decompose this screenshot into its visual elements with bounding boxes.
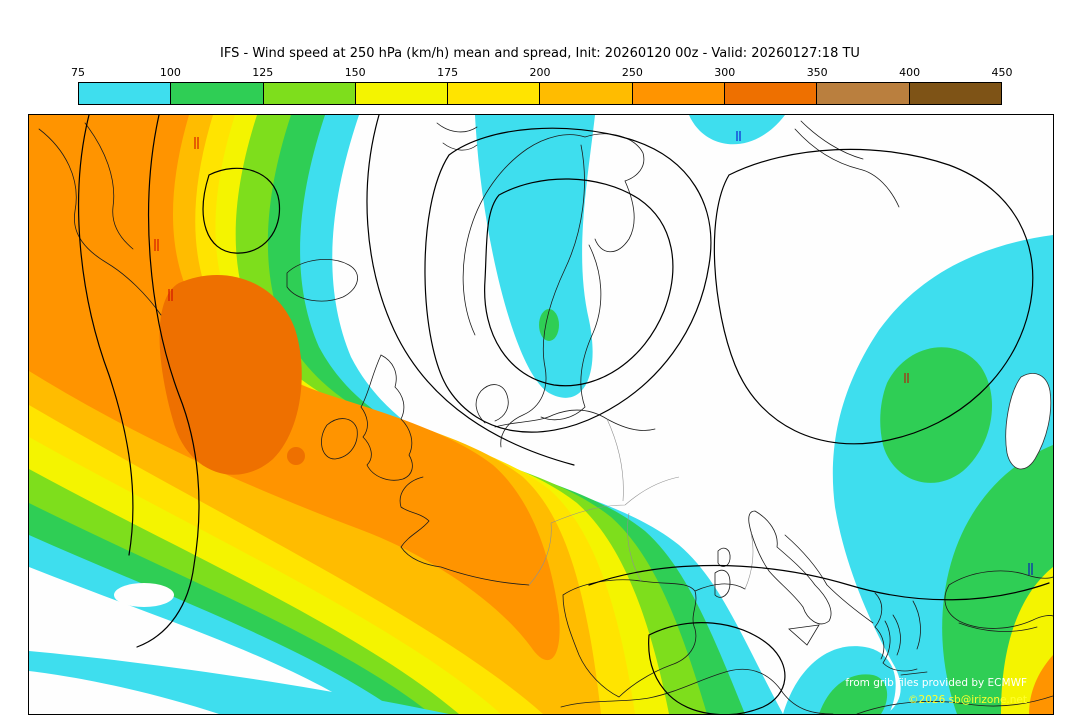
norway-coast [462,133,645,336]
spread-contour [366,115,575,466]
sicily-coast [788,624,820,646]
colorbar-tick-label: 250 [621,66,643,79]
north-fill-layer [475,115,785,398]
colorbar-tick-label: 125 [252,66,274,79]
spread-contour [77,115,134,556]
colorbar-tick-label: 450 [991,66,1013,79]
spread-contour [713,148,1034,445]
spread-contour-lines [77,115,1050,714]
wind-core-spot [287,447,305,465]
france-atlantic-coast [399,476,530,586]
svalbard-coast [436,122,478,151]
black-sea-coast [944,570,1053,629]
colorbar-cell [816,83,909,104]
wind-band-300-350-core [159,274,302,475]
baltic-south-coast [494,409,656,431]
spread-contour [648,622,786,714]
corner-wind-streak [29,651,449,714]
colorbar-cell [631,83,725,104]
colorbar-cell [539,83,632,104]
colorbar-tick-label: 400 [899,66,921,79]
corner-band-orange [1029,655,1053,714]
colorbar-cell [908,83,1001,104]
credit-ecmwf: from grib files provided by ECMWF [845,677,1027,690]
sweden-coast [500,144,585,448]
colorbar-tick-label: 350 [806,66,828,79]
caspian-sea [1005,373,1052,470]
scandinavia-wind-patch [475,115,595,398]
top-right-wind-patch [689,115,785,145]
colorbar-tick-label: 75 [71,66,85,79]
colorbar-cells [78,82,1002,105]
spread-contour [136,115,200,648]
wind-map-svg [29,115,1053,714]
station-marker-blue [736,131,1033,575]
colorbar-tick-label: 100 [159,66,181,79]
spread-contour [202,167,281,254]
novaya-zemlya-coast [794,120,900,208]
no-wind-hole [114,583,174,607]
iceland-coast [286,259,358,302]
ireland-coast [321,418,358,460]
italy-coast [748,510,832,625]
spread-contour [588,564,1050,601]
spread-contour [424,127,712,433]
south-arc-green [819,674,888,714]
colorbar-cell [447,83,540,104]
finland-baltic-coast [540,244,602,421]
station-marker-layer [154,131,1033,575]
turkey-coast [882,620,1038,672]
colorbar-cell [262,83,355,104]
colorbar-tick-label: 300 [714,66,736,79]
page-title: IFS - Wind speed at 250 hPa (km/h) mean … [220,46,860,61]
station-marker-red [154,137,909,383]
colorbar-cell [170,83,263,104]
colorbar-cell [354,83,448,104]
map-credits: from grib files provided by ECMWF ©2026 … [845,675,1027,708]
north-africa-coast [560,668,1053,714]
colorbar: 75 100 125 150 175 200 250 300 350 400 450 [71,66,1013,105]
scandinavia-green-spot [539,309,559,341]
great-britain-coast [360,354,413,481]
spread-contour [484,178,674,387]
colorbar-tick-label: 175 [437,66,459,79]
greece-coast [874,592,928,676]
colorbar-tick-label: 200 [529,66,551,79]
colorbar-ticks: 75 100 125 150 175 200 250 300 350 400 450 [71,66,1013,82]
mediterranean-france-coast [694,583,746,592]
colorbar-cell [724,83,817,104]
colorbar-cell [79,83,171,104]
colorbar-tick-label: 150 [344,66,366,79]
adriatic-coast [784,534,874,624]
credit-copyright: ©2026 sb@irizone.net [908,693,1027,706]
map-canvas: from grib files provided by ECMWF ©2026 … [28,114,1054,715]
